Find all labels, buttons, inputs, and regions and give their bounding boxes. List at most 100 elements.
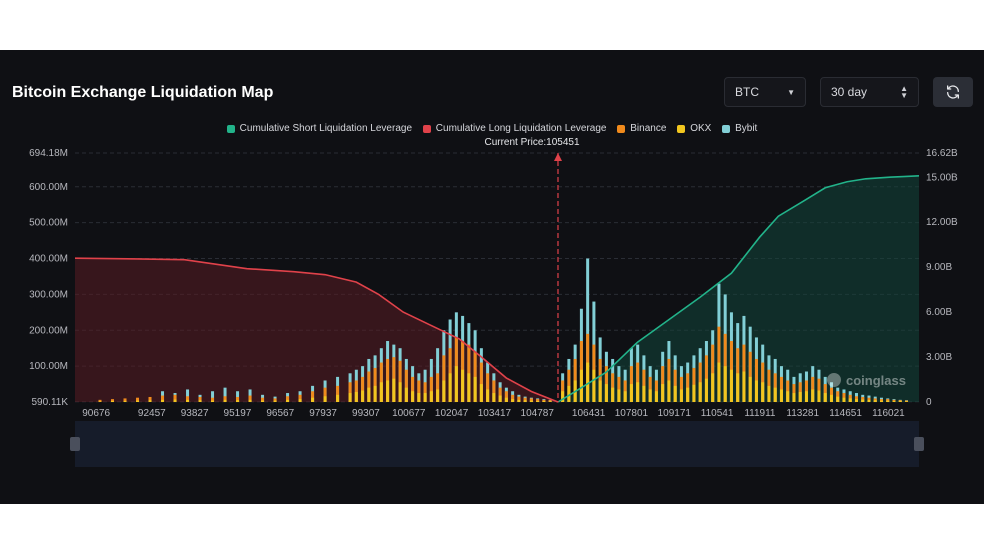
bar-binance bbox=[198, 396, 202, 402]
bar-binance bbox=[379, 362, 383, 402]
bar-okx bbox=[161, 399, 165, 402]
bar-okx bbox=[586, 362, 590, 402]
legend-okx[interactable]: OKX bbox=[677, 123, 711, 134]
bar-okx bbox=[604, 384, 608, 402]
watermark-text: coinglass bbox=[846, 373, 906, 388]
bars-group bbox=[98, 258, 908, 402]
range-select[interactable]: 30 day ▲ ▼ bbox=[820, 77, 919, 107]
bar-okx bbox=[817, 390, 821, 402]
bar-okx bbox=[736, 373, 740, 402]
bar-binance bbox=[542, 399, 546, 402]
bar-okx bbox=[892, 400, 896, 402]
x-tick-label: 93827 bbox=[181, 408, 209, 419]
bar-binance bbox=[361, 376, 365, 402]
y-left-tick-label: 590.11K bbox=[31, 397, 68, 408]
x-tick-label: 97937 bbox=[309, 408, 337, 419]
bar-okx bbox=[548, 401, 552, 402]
bar-binance bbox=[829, 387, 833, 402]
bar-bybit bbox=[236, 391, 240, 402]
bar-binance bbox=[223, 396, 227, 402]
bar-binance bbox=[373, 367, 377, 402]
x-tick-label: 113281 bbox=[786, 408, 819, 419]
bar-binance bbox=[211, 397, 215, 402]
bar-okx bbox=[417, 393, 421, 402]
range-handle-left[interactable] bbox=[70, 437, 80, 451]
bar-okx bbox=[186, 399, 190, 402]
bar-okx bbox=[904, 401, 908, 402]
bar-okx bbox=[811, 389, 815, 402]
y-left-tick-label: 500.00M bbox=[29, 218, 68, 229]
bar-okx bbox=[567, 385, 571, 402]
bar-bybit bbox=[211, 391, 215, 402]
updown-chevron-icon: ▲ ▼ bbox=[900, 84, 908, 100]
coin-select[interactable]: BTC ▼ bbox=[724, 77, 806, 107]
bar-okx bbox=[717, 362, 721, 402]
bar-bybit bbox=[586, 258, 590, 402]
legend-binance[interactable]: Binance bbox=[617, 123, 666, 134]
bar-okx bbox=[667, 380, 671, 402]
bar-binance bbox=[111, 399, 115, 402]
bar-okx bbox=[123, 400, 127, 402]
legend-short[interactable]: Cumulative Short Liquidation Leverage bbox=[226, 123, 412, 134]
legend-long[interactable]: Cumulative Long Liquidation Leverage bbox=[422, 123, 606, 134]
bar-binance bbox=[548, 400, 552, 402]
bar-okx bbox=[511, 399, 515, 402]
bar-okx bbox=[898, 400, 902, 402]
bar-okx bbox=[392, 378, 396, 402]
bar-okx bbox=[273, 400, 277, 402]
y-left-tick-label: 200.00M bbox=[29, 325, 68, 336]
range-handle-right[interactable] bbox=[914, 437, 924, 451]
y-right-tick-label: 12.00B bbox=[926, 217, 958, 228]
x-tick-label: 111911 bbox=[744, 408, 776, 419]
y-left-tick-label: 300.00M bbox=[29, 289, 68, 300]
bar-binance bbox=[161, 395, 165, 402]
bar-binance bbox=[123, 398, 127, 402]
bar-okx bbox=[804, 391, 808, 402]
bar-okx bbox=[111, 400, 115, 402]
bar-binance bbox=[236, 396, 240, 402]
bar-okx bbox=[861, 399, 865, 402]
bar-okx bbox=[767, 385, 771, 402]
bar-okx bbox=[473, 376, 477, 402]
bar-bybit bbox=[223, 387, 227, 402]
bar-okx bbox=[536, 400, 540, 402]
x-tick-label: 100677 bbox=[392, 408, 426, 419]
refresh-icon bbox=[947, 85, 959, 99]
bar-binance bbox=[186, 396, 190, 402]
bar-binance bbox=[498, 387, 502, 402]
legend-bybit[interactable]: Bybit bbox=[722, 123, 757, 134]
short-area bbox=[557, 175, 919, 402]
x-tick-label: 102047 bbox=[435, 408, 469, 419]
bar-binance bbox=[336, 385, 340, 402]
bar-okx bbox=[436, 389, 440, 402]
x-tick-label: 96567 bbox=[266, 408, 294, 419]
bar-okx bbox=[411, 391, 415, 402]
bar-okx bbox=[479, 384, 483, 402]
bar-binance bbox=[417, 380, 421, 402]
bar-binance bbox=[398, 360, 402, 402]
range-navigator[interactable] bbox=[75, 421, 919, 467]
bar-okx bbox=[686, 387, 690, 402]
bar-okx bbox=[211, 400, 215, 402]
bar-okx bbox=[692, 384, 696, 402]
bar-binance bbox=[698, 362, 702, 402]
bar-okx bbox=[248, 399, 252, 402]
bar-okx bbox=[636, 382, 640, 402]
bar-binance bbox=[442, 355, 446, 402]
bar-okx bbox=[492, 393, 496, 402]
bar-binance bbox=[517, 396, 521, 402]
bar-okx bbox=[448, 373, 452, 402]
bar-okx bbox=[823, 393, 827, 402]
bar-okx bbox=[642, 385, 646, 402]
y-left-tick-label: 400.00M bbox=[29, 254, 68, 265]
x-tick-label: 103417 bbox=[478, 408, 512, 419]
bar-okx bbox=[173, 399, 177, 402]
y-right-tick-label: 0 bbox=[926, 397, 932, 408]
refresh-button[interactable] bbox=[933, 77, 973, 107]
bar-okx bbox=[854, 399, 858, 402]
bar-okx bbox=[773, 387, 777, 402]
y-right-tick-label: 6.00B bbox=[926, 307, 952, 318]
coin-select-value: BTC bbox=[735, 85, 759, 99]
y-right-tick-label: 3.00B bbox=[926, 352, 952, 363]
